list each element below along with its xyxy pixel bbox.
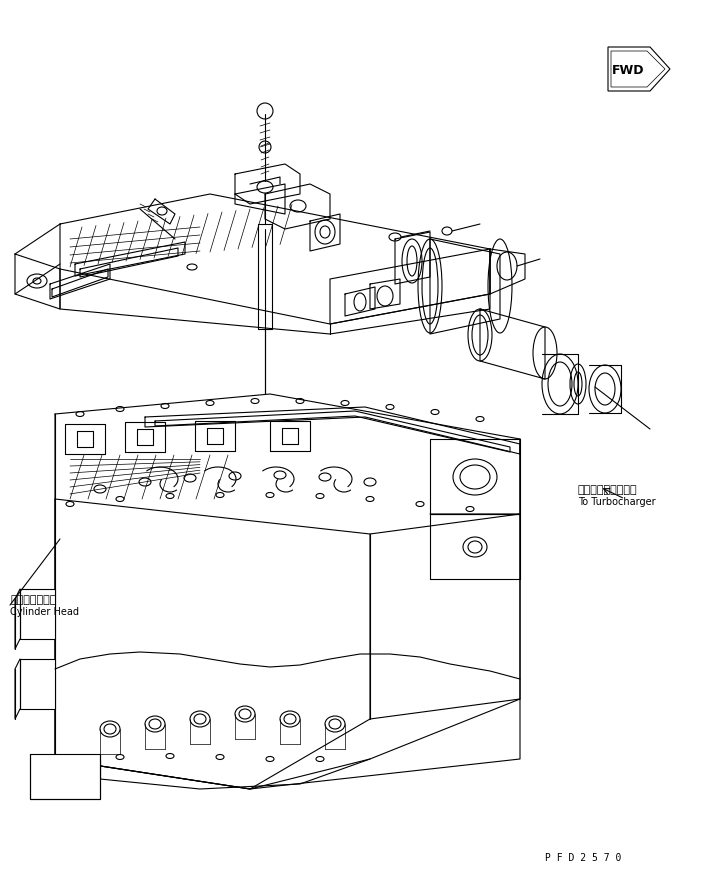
Polygon shape <box>611 52 665 88</box>
Text: To Turbocharger: To Turbocharger <box>578 496 656 507</box>
Text: FWD: FWD <box>612 63 644 76</box>
Polygon shape <box>20 589 55 640</box>
Text: ターボチャージャヘ: ターボチャージャヘ <box>578 484 638 494</box>
Text: シリンダヘッド: シリンダヘッド <box>10 594 56 604</box>
Polygon shape <box>608 48 670 92</box>
Text: P F D 2 5 7 0: P F D 2 5 7 0 <box>545 852 621 862</box>
Polygon shape <box>30 754 100 799</box>
Text: Cylinder Head: Cylinder Head <box>10 607 79 616</box>
Polygon shape <box>20 660 55 709</box>
